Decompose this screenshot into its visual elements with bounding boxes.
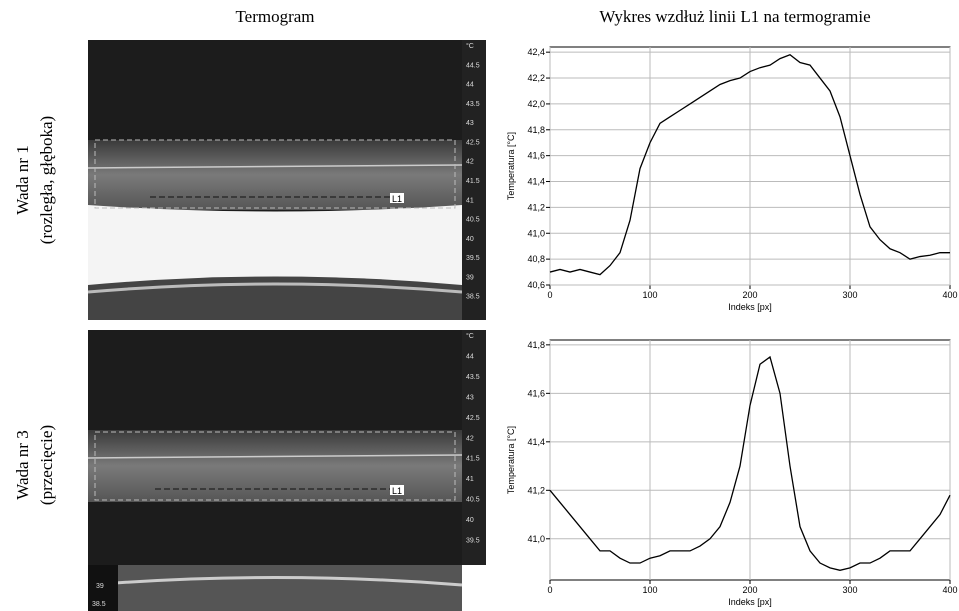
scale-label: 38.5 <box>466 294 480 301</box>
line-label: L1 <box>392 194 402 204</box>
scale-label: 41.5 <box>466 178 480 185</box>
y-tick-label: 41,0 <box>527 534 545 544</box>
scale-label: 39 <box>96 583 104 590</box>
y-tick-label: 41,8 <box>527 340 545 350</box>
scale-label: °C <box>466 42 474 50</box>
row-label: (rozległa, głęboka) <box>37 116 56 244</box>
x-tick-label: 100 <box>642 585 657 595</box>
column-title: Wykres wzdłuż linii L1 na termogramie <box>599 7 870 26</box>
scale-label: °C <box>466 332 474 340</box>
scale-label: 39.5 <box>466 255 480 262</box>
x-tick-label: 200 <box>742 290 757 300</box>
x-tick-label: 100 <box>642 290 657 300</box>
y-tick-label: 42,2 <box>527 73 545 83</box>
y-tick-label: 42,4 <box>527 47 545 57</box>
scale-label: 41 <box>466 197 474 204</box>
scale-label: 40 <box>466 236 474 243</box>
x-tick-label: 0 <box>547 290 552 300</box>
y-tick-label: 41,6 <box>527 151 545 161</box>
y-tick-label: 41,4 <box>527 177 545 187</box>
thermogram: L1 39 38.5 <box>87 330 486 611</box>
x-axis-label: Indeks [px] <box>728 597 772 607</box>
x-tick-label: 300 <box>842 585 857 595</box>
scale-label: 39 <box>466 274 474 281</box>
y-tick-label: 41,4 <box>527 437 545 447</box>
scale-label: 42.5 <box>466 415 480 422</box>
x-tick-label: 400 <box>942 585 957 595</box>
y-tick-label: 42,0 <box>527 99 545 109</box>
y-tick-label: 40,8 <box>527 254 545 264</box>
x-tick-label: 0 <box>547 585 552 595</box>
y-axis-label: Temperatura [°C] <box>506 426 516 494</box>
scale-label: 40.5 <box>466 497 480 504</box>
scale-label: 43.5 <box>466 101 480 108</box>
scale-label: 44 <box>466 82 474 89</box>
data-line <box>549 54 950 276</box>
scale-label: 38.5 <box>92 601 106 608</box>
y-axis-label: Temperatura [°C] <box>506 132 516 200</box>
y-tick-label: 41,0 <box>527 228 545 238</box>
x-tick-label: 400 <box>942 290 957 300</box>
scale-label: 39.5 <box>466 538 480 545</box>
scale-label: 41 <box>466 476 474 483</box>
scale-label: 43 <box>466 394 474 401</box>
scale-label: 42 <box>466 435 474 442</box>
scale-label: 43.5 <box>466 374 480 381</box>
scale-label: 40.5 <box>466 217 480 224</box>
y-tick-label: 41,2 <box>527 202 545 212</box>
row-label: Wada nr 1 <box>13 145 32 214</box>
row-label: (przecięcie) <box>37 425 56 505</box>
data-line <box>549 355 951 571</box>
x-axis-label: Indeks [px] <box>728 302 772 312</box>
scale-label: 42.5 <box>466 139 480 146</box>
row-label: Wada nr 3 <box>13 430 32 499</box>
y-tick-label: 41,6 <box>527 388 545 398</box>
line-label: L1 <box>392 486 402 496</box>
scale-label: 40 <box>466 517 474 524</box>
x-tick-label: 300 <box>842 290 857 300</box>
y-tick-label: 41,2 <box>527 485 545 495</box>
scale-label: 44.5 <box>466 62 480 69</box>
scale-label: 42 <box>466 159 474 166</box>
scale-label: 43 <box>466 120 474 127</box>
x-tick-label: 200 <box>742 585 757 595</box>
y-tick-label: 40,6 <box>527 280 545 290</box>
scale-label: 41.5 <box>466 456 480 463</box>
y-tick-label: 41,8 <box>527 125 545 135</box>
thermogram: L1 <box>87 40 486 320</box>
scale-label: 44 <box>466 353 474 360</box>
column-title: Termogram <box>235 7 314 26</box>
